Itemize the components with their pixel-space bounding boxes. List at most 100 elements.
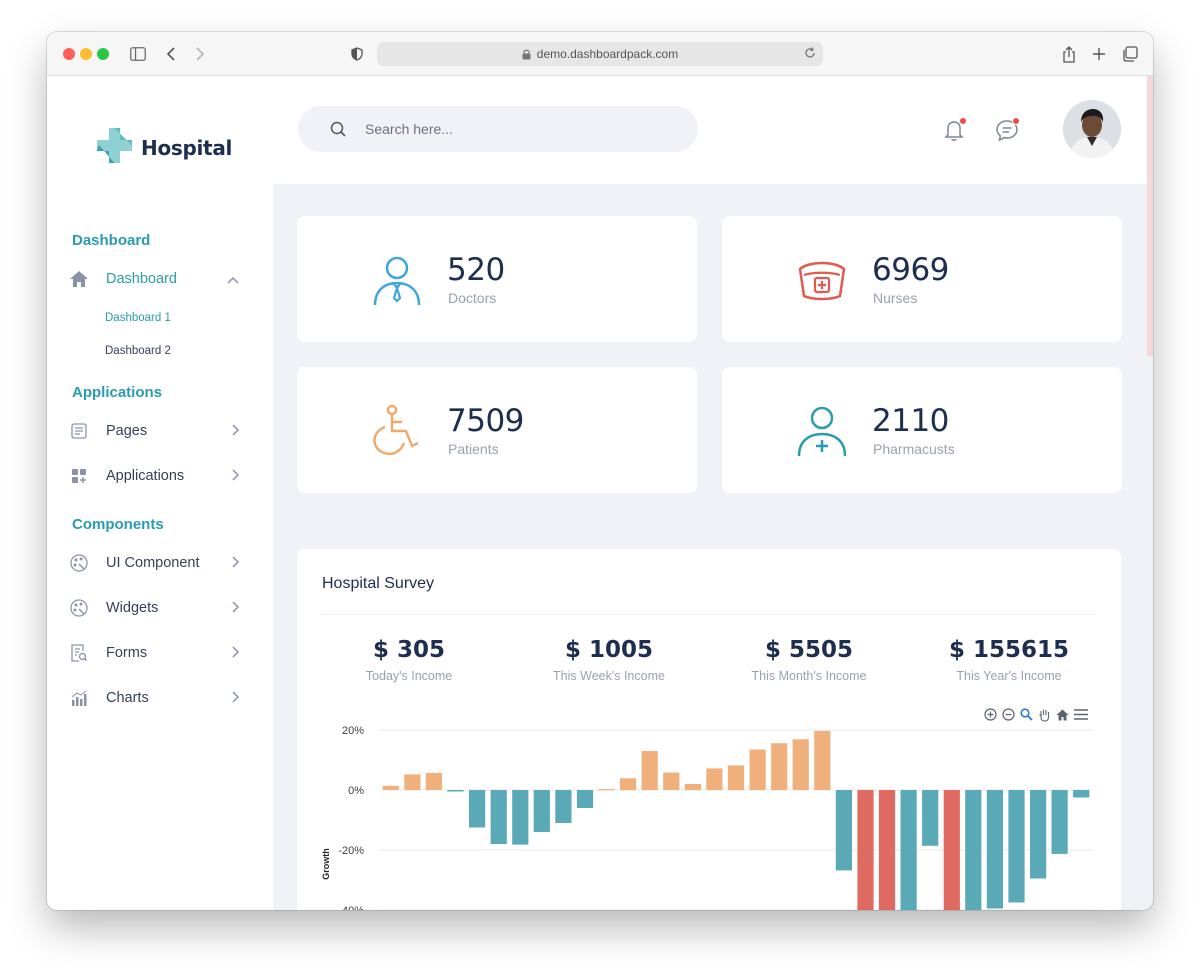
palette-icon (69, 553, 89, 573)
search-box[interactable] (298, 106, 698, 152)
card-title: Hospital Survey (322, 575, 435, 592)
nurse-cap-icon (794, 252, 850, 308)
stat-value: 7509 (447, 403, 524, 439)
menu-icon[interactable] (1073, 707, 1088, 722)
stat-card-nurses[interactable]: 6969 Nurses (722, 216, 1122, 342)
pan-icon[interactable] (1037, 707, 1052, 722)
chart-bar[interactable] (1030, 790, 1047, 879)
y-tick-label: -20% (338, 845, 364, 857)
notification-bell-icon[interactable] (940, 116, 968, 144)
minimize-window-button[interactable] (80, 48, 92, 60)
sidebar-item-label: Charts (106, 690, 149, 706)
messages-badge (1012, 117, 1020, 125)
income-caption: This Year's Income (956, 669, 1062, 683)
sidebar-item-pages[interactable]: Pages (69, 417, 249, 445)
sidebar-subitem-dashboard-2[interactable]: Dashboard 2 (105, 345, 171, 357)
reload-icon[interactable] (803, 46, 817, 63)
zoom-out-icon[interactable] (1001, 707, 1016, 722)
sidebar-item-forms[interactable]: Forms (69, 639, 249, 667)
chart-bar[interactable] (663, 772, 680, 790)
sidebar-subitem-dashboard-1[interactable]: Dashboard 1 (105, 312, 171, 324)
chart-bar[interactable] (965, 790, 982, 910)
income-caption: Today's Income (365, 669, 453, 683)
chart-bar[interactable] (533, 790, 550, 832)
chart-bar[interactable] (986, 790, 1003, 909)
new-tab-icon[interactable] (1087, 42, 1111, 66)
pharmacist-icon (794, 403, 850, 459)
chart-bar[interactable] (641, 751, 658, 790)
chart-bar[interactable] (620, 778, 637, 790)
stat-value: 6969 (872, 252, 949, 288)
sidebar-item-label: UI Component (106, 555, 200, 571)
address-bar[interactable]: demo.dashboardpack.com (377, 42, 823, 66)
chart-bar[interactable] (684, 784, 701, 790)
chart-bar[interactable] (469, 790, 486, 828)
chart-bar[interactable] (382, 785, 399, 790)
chart-bar[interactable] (771, 743, 788, 790)
logo[interactable]: Hospital (97, 128, 232, 168)
chart-bar[interactable] (814, 730, 831, 790)
chart-bar[interactable] (425, 772, 442, 790)
chart-bar[interactable] (598, 789, 615, 791)
maximize-window-button[interactable] (97, 48, 109, 60)
chart-bar[interactable] (857, 790, 874, 910)
stat-label: Doctors (448, 290, 497, 306)
chart-bar[interactable] (404, 774, 421, 790)
chart-bar[interactable] (835, 790, 852, 871)
chart-bar[interactable] (490, 790, 507, 844)
reset-home-icon[interactable] (1055, 707, 1070, 722)
home-icon (69, 269, 89, 289)
zoom-in-icon[interactable] (983, 707, 998, 722)
sidebar-item-widgets[interactable]: Widgets (69, 594, 249, 622)
search-icon[interactable] (330, 121, 346, 137)
section-title-applications: Applications (72, 384, 163, 401)
sidebar-item-label: Pages (106, 423, 148, 439)
chart-bar[interactable] (943, 790, 960, 910)
chart-bar[interactable] (512, 790, 529, 845)
chevron-up-icon (227, 272, 239, 288)
sidebar-toggle-icon[interactable] (126, 42, 150, 66)
forward-icon[interactable] (188, 42, 212, 66)
search-input[interactable] (365, 121, 665, 137)
palette-icon (69, 598, 89, 618)
stat-card-pharmacists[interactable]: 2110 Pharmacusts (722, 367, 1122, 493)
chart-bar[interactable] (1051, 790, 1068, 854)
top-header (273, 76, 1153, 356)
income-year: $ 155615 This Year's Income (909, 637, 1109, 683)
back-icon[interactable] (159, 42, 183, 66)
sidebar-item-charts[interactable]: Charts (69, 684, 249, 712)
income-today: $ 305 Today's Income (309, 637, 509, 683)
doctor-icon (369, 252, 425, 308)
stat-card-patients[interactable]: 7509 Patients (297, 367, 697, 493)
privacy-shield-icon[interactable] (345, 42, 369, 66)
messages-icon[interactable] (993, 116, 1021, 144)
close-window-button[interactable] (63, 48, 75, 60)
chart-bar[interactable] (922, 790, 939, 846)
chevron-right-icon (231, 469, 240, 485)
chart-bar[interactable] (900, 790, 917, 910)
chart-bar[interactable] (706, 768, 723, 790)
income-amount: $ 155615 (948, 637, 1070, 663)
chart-bar[interactable] (749, 749, 766, 791)
chart-bar[interactable] (1073, 790, 1090, 798)
sidebar-item-ui-component[interactable]: UI Component (69, 549, 249, 577)
sidebar-item-dashboard[interactable]: Dashboard (69, 265, 249, 293)
tab-overview-icon[interactable] (1118, 42, 1142, 66)
income-week: $ 1005 This Week's Income (509, 637, 709, 683)
chart-bar[interactable] (447, 790, 464, 792)
chart-bar[interactable] (555, 790, 572, 823)
stat-card-doctors[interactable]: 520 Doctors (297, 216, 697, 342)
chart-bar[interactable] (1008, 790, 1025, 903)
share-icon[interactable] (1057, 42, 1081, 66)
income-amount: $ 1005 (564, 637, 654, 663)
chart-bar[interactable] (727, 765, 745, 790)
scrollbar[interactable] (1147, 76, 1153, 356)
browser-window: demo.dashboardpack.com (47, 32, 1153, 910)
chart-bar[interactable] (576, 790, 594, 808)
magnifier-icon[interactable] (1019, 707, 1034, 722)
sidebar-item-applications[interactable]: Applications (69, 462, 249, 490)
notification-badge (959, 117, 967, 125)
chart-bar[interactable] (878, 790, 896, 910)
chart-bar[interactable] (792, 739, 809, 790)
avatar[interactable] (1063, 100, 1121, 158)
